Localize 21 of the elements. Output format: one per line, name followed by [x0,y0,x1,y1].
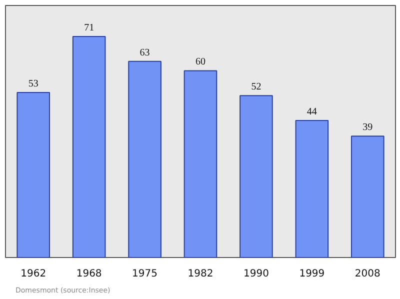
data-label: 39 [362,122,373,134]
x-tick-label: 1990 [243,268,269,280]
x-tick-label: 1999 [299,268,325,280]
x-tick-label: 1962 [20,268,46,280]
data-label: 71 [84,22,94,34]
x-tick-label: 2008 [354,268,380,280]
data-label: 63 [140,47,150,58]
bar [72,36,106,258]
bar [128,60,162,258]
bar [240,95,273,258]
data-label: 44 [306,106,317,118]
x-tick-label: 1982 [188,268,214,280]
x-tick-label: 1968 [76,268,102,280]
data-label: 52 [251,82,262,93]
bar [295,120,329,258]
data-label: 53 [28,78,38,90]
bar [350,136,384,258]
x-tick-label: 1975 [132,268,158,280]
bar [184,70,218,258]
data-label: 60 [196,56,206,68]
bar [16,92,50,258]
